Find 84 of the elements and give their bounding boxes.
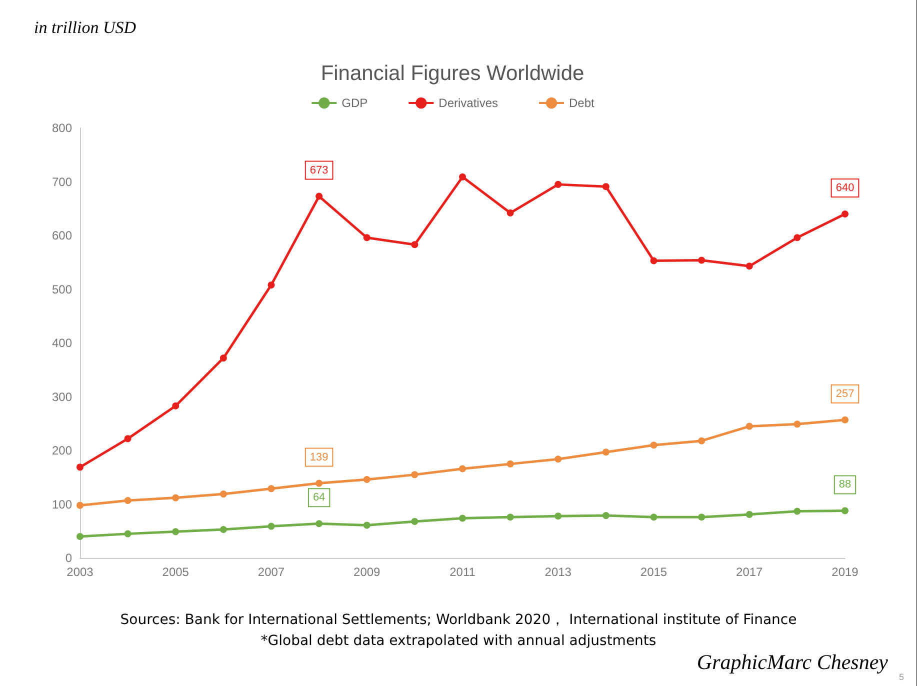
point: [459, 173, 466, 180]
point: [76, 464, 84, 471]
y-tick-label: 200: [52, 444, 72, 458]
text: GraphicMarc Chesney: [696, 650, 888, 675]
x-tick-label: 2011: [450, 565, 476, 579]
point: [268, 522, 275, 530]
point: [268, 281, 275, 288]
point: [554, 456, 562, 463]
point: [746, 422, 753, 430]
data-label: 640: [836, 182, 854, 194]
point: [554, 180, 562, 188]
chart-title: Financial Figures Worldwide: [320, 62, 584, 85]
point: [746, 510, 753, 518]
data-label: 64: [312, 492, 326, 504]
y-tick-label: 100: [52, 497, 72, 512]
point: [124, 496, 132, 504]
data-label: 88: [838, 478, 852, 491]
point: [172, 494, 180, 502]
point: [316, 480, 323, 487]
point: [650, 442, 658, 449]
point: [794, 508, 801, 515]
point: [602, 448, 610, 456]
point: [172, 528, 180, 536]
point: [698, 437, 706, 444]
point: [363, 522, 370, 529]
x-tick-label: 2013: [544, 565, 572, 579]
legend-label: Derivatives: [438, 96, 498, 110]
y-axis-title: in trillion USD: [34, 18, 136, 38]
point: [842, 416, 848, 424]
point: [459, 465, 466, 472]
data-label: 673: [310, 164, 328, 176]
point: [506, 460, 514, 468]
point: [459, 514, 466, 522]
x-tick-label: 2009: [354, 565, 381, 579]
legend-label: GDP: [342, 96, 368, 110]
text: *Global debt data extrapolated with annual adjustments: [260, 633, 658, 649]
x-tick-label: 2003: [66, 565, 94, 579]
x-tick-label: 2005: [162, 565, 190, 579]
y-tick-label: 700: [52, 174, 72, 189]
point: [316, 520, 323, 528]
point: [363, 234, 370, 242]
text: 5: [898, 672, 904, 682]
point: [363, 476, 370, 484]
x-tick-label: 2007: [258, 565, 285, 579]
point: [794, 420, 801, 428]
point: [602, 183, 610, 190]
point: [76, 533, 84, 540]
x-tick-label: 2017: [736, 565, 764, 579]
point: [842, 507, 848, 514]
point: [411, 241, 418, 248]
point: [794, 234, 801, 242]
point: [554, 512, 562, 520]
data-label: 139: [310, 451, 328, 464]
point: [172, 402, 180, 410]
point: [411, 518, 418, 525]
x-tick-label: 2015: [640, 565, 668, 579]
point: [698, 256, 706, 264]
point: [602, 512, 610, 520]
point: [220, 526, 227, 534]
point: [506, 209, 514, 216]
point: [506, 514, 514, 521]
point: [650, 257, 658, 264]
y-tick-label: 0: [65, 551, 72, 565]
y-tick-label: 800: [52, 121, 72, 135]
point: [746, 262, 753, 270]
y-tick-label: 400: [52, 336, 72, 350]
point: [220, 490, 227, 498]
point: [698, 514, 706, 521]
point: [76, 502, 84, 509]
y-tick-label: 500: [52, 282, 72, 296]
data-label: 257: [836, 388, 854, 400]
source-note: Sources: Bank for International Settlements; Worldbank 2020， International institute of Finance: [119, 611, 798, 629]
point: [411, 471, 418, 478]
point: [124, 530, 132, 538]
legend-label: Debt: [569, 96, 596, 110]
point: [124, 435, 132, 442]
x-tick-label: 2019: [832, 565, 859, 579]
y-tick-label: 300: [52, 390, 72, 404]
point: [650, 514, 658, 521]
y-tick-label: 600: [52, 228, 72, 242]
point: [220, 354, 227, 362]
point: [316, 192, 323, 200]
point: [268, 485, 275, 492]
point: [842, 210, 848, 218]
